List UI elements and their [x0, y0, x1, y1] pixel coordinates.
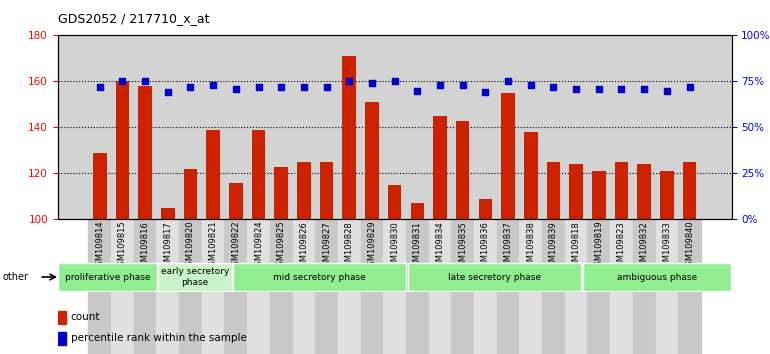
Bar [247, 219, 270, 354]
Text: count: count [71, 312, 100, 322]
Point [229, 86, 242, 92]
Bar [524, 132, 537, 219]
Point [162, 90, 174, 95]
Bar [678, 219, 701, 354]
Point [298, 84, 310, 90]
Bar [293, 219, 315, 354]
Bar [497, 219, 520, 354]
Text: percentile rank within the sample: percentile rank within the sample [71, 333, 246, 343]
Bar [633, 219, 655, 354]
Bar [59, 263, 157, 291]
Bar [388, 185, 401, 219]
Point [116, 79, 129, 84]
Bar [58, 311, 66, 324]
Bar [429, 219, 451, 354]
Bar [456, 120, 470, 219]
Bar [274, 166, 288, 219]
Bar [542, 219, 564, 354]
Bar [252, 130, 266, 219]
Point [275, 84, 287, 90]
Point [638, 86, 651, 92]
Bar [451, 219, 474, 354]
Bar [614, 162, 628, 219]
Point [547, 84, 560, 90]
Bar [610, 219, 633, 354]
Point [683, 84, 695, 90]
Bar [156, 219, 179, 354]
Point [434, 82, 446, 88]
Bar [297, 162, 310, 219]
Bar [410, 203, 424, 219]
Bar [520, 219, 542, 354]
Bar [343, 56, 356, 219]
Bar [547, 162, 561, 219]
Bar [206, 130, 220, 219]
Bar [655, 219, 678, 354]
Text: proliferative phase: proliferative phase [65, 273, 150, 281]
Bar [474, 219, 497, 354]
Bar [592, 171, 605, 219]
Bar [202, 219, 225, 354]
Text: ambiguous phase: ambiguous phase [617, 273, 697, 281]
Bar [139, 86, 152, 219]
Bar [225, 219, 247, 354]
Bar [583, 263, 731, 291]
Bar [501, 93, 515, 219]
Bar [93, 153, 106, 219]
Bar [434, 116, 447, 219]
Bar [683, 162, 696, 219]
Point [253, 84, 265, 90]
Point [139, 79, 151, 84]
Point [570, 86, 582, 92]
Bar [184, 169, 197, 219]
Point [366, 80, 378, 86]
Bar [638, 164, 651, 219]
Point [343, 79, 356, 84]
Bar [320, 162, 333, 219]
Point [411, 88, 424, 93]
Bar [360, 219, 383, 354]
Point [388, 79, 400, 84]
Bar [161, 208, 175, 219]
Bar [569, 164, 583, 219]
Bar [159, 263, 232, 291]
Bar [89, 219, 111, 354]
Text: late secretory phase: late secretory phase [448, 273, 541, 281]
Bar [338, 219, 360, 354]
Bar [315, 219, 338, 354]
Bar [408, 263, 581, 291]
Point [524, 82, 537, 88]
Bar [660, 171, 674, 219]
Text: other: other [2, 272, 28, 282]
Text: early secretory
phase: early secretory phase [161, 267, 229, 287]
Bar [365, 102, 379, 219]
Bar [134, 219, 156, 354]
Point [207, 82, 219, 88]
Bar [270, 219, 293, 354]
Bar [588, 219, 610, 354]
Point [502, 79, 514, 84]
Point [184, 84, 196, 90]
Text: GDS2052 / 217710_x_at: GDS2052 / 217710_x_at [58, 12, 209, 25]
Text: mid secretory phase: mid secretory phase [273, 273, 367, 281]
Bar [229, 183, 243, 219]
Bar [233, 263, 407, 291]
Point [615, 86, 628, 92]
Point [479, 90, 491, 95]
Bar [111, 219, 134, 354]
Bar [564, 219, 588, 354]
Point [593, 86, 605, 92]
Bar [479, 199, 492, 219]
Bar [58, 332, 66, 345]
Point [320, 84, 333, 90]
Point [661, 88, 673, 93]
Bar [383, 219, 406, 354]
Point [457, 82, 469, 88]
Bar [116, 81, 129, 219]
Bar [179, 219, 202, 354]
Bar [406, 219, 429, 354]
Point [94, 84, 106, 90]
